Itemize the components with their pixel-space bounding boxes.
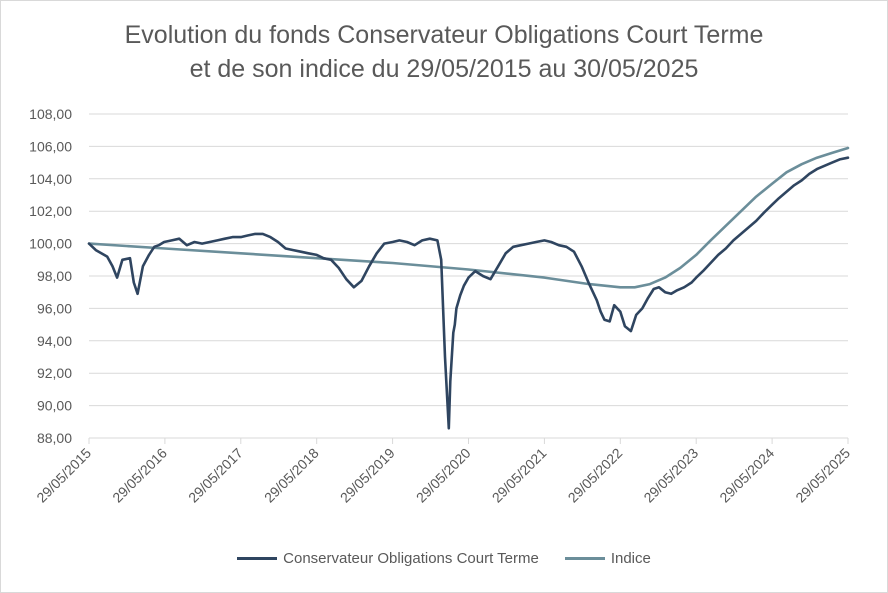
chart-title-line-1: Evolution du fonds Conservateur Obligati… (124, 21, 764, 49)
legend-item-index: Indice (564, 550, 651, 567)
y-tick-label: 108,00 (29, 106, 72, 122)
y-tick-label: 88,00 (37, 430, 72, 446)
chart-title: Evolution du fonds Conservateur Obligati… (0, 18, 888, 86)
y-tick-label: 96,00 (37, 300, 72, 316)
chart-title-line-2: et de son indice du 29/05/2015 au 30/05/… (189, 55, 699, 83)
legend-label-fund: Conservateur Obligations Court Terme (283, 550, 539, 567)
x-tick-label: 29/05/2021 (489, 445, 550, 506)
x-tick-label: 29/05/2015 (33, 445, 94, 506)
x-tick-label: 29/05/2025 (792, 445, 853, 506)
y-tick-label: 106,00 (29, 138, 72, 154)
series-index-line (87, 146, 850, 289)
x-axis: 29/05/2015 29/05/2016 29/05/2017 29/05/2018… (33, 437, 853, 506)
y-tick-label: 92,00 (37, 365, 72, 381)
gridlines (89, 113, 848, 407)
y-axis-ticks: 88,00 90,00 92,00 94,00 96,00 98,00 100,00 102,… (29, 106, 72, 446)
legend-swatch-fund (237, 557, 278, 560)
y-tick-label: 104,00 (29, 171, 72, 187)
x-tick-label: 29/05/2017 (185, 445, 246, 506)
legend: Conservateur Obligations Court Terme Ind… (0, 550, 888, 567)
legend-label-index: Indice (610, 550, 651, 567)
x-tick-label: 29/05/2020 (413, 445, 474, 506)
y-tick-label: 94,00 (37, 333, 72, 349)
x-tick-label: 29/05/2023 (640, 445, 701, 506)
legend-swatch-index (564, 557, 605, 560)
y-tick-label: 102,00 (29, 203, 72, 219)
y-tick-label: 90,00 (37, 398, 72, 414)
x-tick-label: 29/05/2018 (261, 445, 322, 506)
y-tick-label: 98,00 (37, 268, 72, 284)
series-lines (87, 146, 850, 430)
legend-item-fund: Conservateur Obligations Court Terme (237, 550, 539, 567)
y-tick-label: 100,00 (29, 236, 72, 252)
series-fund-line (87, 156, 850, 430)
x-tick-label: 29/05/2019 (337, 445, 398, 506)
x-tick-label: 29/05/2016 (109, 445, 170, 506)
x-tick-label: 29/05/2022 (565, 445, 626, 506)
x-tick-label: 29/05/2024 (716, 445, 777, 506)
